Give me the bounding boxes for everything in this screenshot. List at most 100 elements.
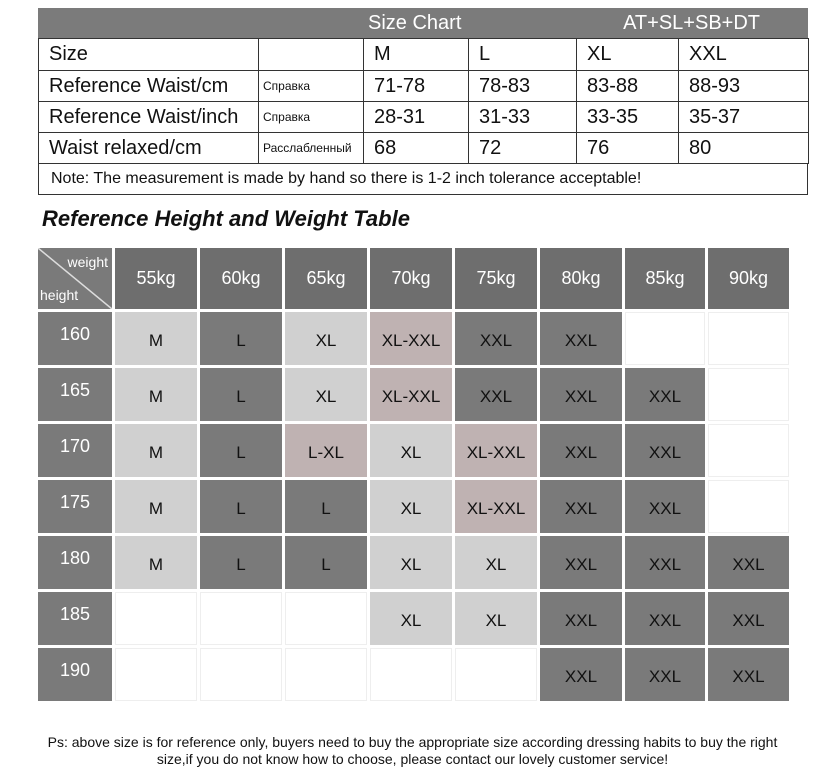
size-cell: XXL bbox=[540, 536, 622, 589]
weight-header: 80kg bbox=[540, 248, 622, 309]
empty-cell bbox=[455, 648, 537, 701]
size-cell: XL bbox=[455, 592, 537, 645]
size-cell: XXL bbox=[625, 424, 705, 477]
empty-cell bbox=[200, 592, 282, 645]
measure-cell: 76 bbox=[576, 132, 679, 164]
size-header: XXL bbox=[678, 38, 809, 71]
corner-bottom: height bbox=[40, 287, 79, 303]
row-label: Waist relaxed/cm bbox=[38, 132, 259, 164]
size-cell: XXL bbox=[625, 648, 705, 701]
empty-cell bbox=[708, 368, 789, 421]
empty-cell bbox=[285, 648, 367, 701]
empty-cell bbox=[115, 648, 197, 701]
weight-header: 75kg bbox=[455, 248, 537, 309]
size-cell: XXL bbox=[625, 592, 705, 645]
empty-cell bbox=[625, 312, 705, 365]
size-cell: XXL bbox=[540, 480, 622, 533]
height-cell: 190 bbox=[38, 648, 112, 701]
size-cell: XL-XXL bbox=[455, 480, 537, 533]
size-cell: XXL bbox=[540, 312, 622, 365]
size-cell: XXL bbox=[708, 536, 789, 589]
weight-header: 55kg bbox=[115, 248, 197, 309]
empty-cell bbox=[708, 424, 789, 477]
weight-header: 60kg bbox=[200, 248, 282, 309]
empty-cell bbox=[370, 648, 452, 701]
size-cell: XL-XXL bbox=[370, 368, 452, 421]
height-cell: 160 bbox=[38, 312, 112, 365]
size-header: XL bbox=[576, 38, 679, 71]
size-cell: M bbox=[115, 480, 197, 533]
weight-header: 70kg bbox=[370, 248, 452, 309]
size-cell: XL bbox=[285, 368, 367, 421]
size-cell: XXL bbox=[540, 424, 622, 477]
height-cell: 185 bbox=[38, 592, 112, 645]
measure-cell: 35-37 bbox=[678, 101, 809, 133]
size-chart-title-bar: Size Chart AT+SL+SB+DT bbox=[38, 8, 808, 38]
measure-cell: 28-31 bbox=[363, 101, 469, 133]
size-cell: XXL bbox=[540, 368, 622, 421]
size-cell: XL bbox=[370, 536, 452, 589]
measure-cell: 83-88 bbox=[576, 70, 679, 102]
row-note: Справка bbox=[258, 70, 364, 102]
empty-cell bbox=[285, 592, 367, 645]
footer-note: Ps: above size is for reference only, bu… bbox=[47, 734, 778, 767]
height-cell: 165 bbox=[38, 368, 112, 421]
corner-top: weight bbox=[67, 254, 108, 270]
size-cell: XL bbox=[370, 480, 452, 533]
corner-diagonal bbox=[38, 248, 112, 309]
size-cell: XXL bbox=[540, 648, 622, 701]
size-cell: L bbox=[200, 424, 282, 477]
corner-cell: weight height bbox=[38, 248, 112, 309]
size-cell: M bbox=[115, 424, 197, 477]
size-cell: XL bbox=[285, 312, 367, 365]
size-cell: XXL bbox=[540, 592, 622, 645]
size-label: Size bbox=[38, 38, 259, 71]
size-cell: M bbox=[115, 368, 197, 421]
size-cell: XXL bbox=[625, 368, 705, 421]
measure-cell: 31-33 bbox=[468, 101, 577, 133]
size-cell: L bbox=[200, 368, 282, 421]
row-label: Reference Waist/cm bbox=[38, 70, 259, 102]
weight-header: 90kg bbox=[708, 248, 789, 309]
height-cell: 170 bbox=[38, 424, 112, 477]
size-cell: XL bbox=[370, 424, 452, 477]
size-cell: XXL bbox=[625, 536, 705, 589]
size-cell: XXL bbox=[455, 312, 537, 365]
header-cell bbox=[258, 38, 364, 71]
size-chart-note: Note: The measurement is made by hand so… bbox=[38, 163, 808, 195]
empty-cell bbox=[115, 592, 197, 645]
row-note: Справка bbox=[258, 101, 364, 133]
size-cell: L bbox=[200, 480, 282, 533]
size-chart-title: Size Chart bbox=[368, 11, 462, 34]
size-cell: XXL bbox=[708, 648, 789, 701]
size-chart-code: AT+SL+SB+DT bbox=[623, 11, 760, 34]
measure-cell: 68 bbox=[363, 132, 469, 164]
size-cell: M bbox=[115, 312, 197, 365]
measure-cell: 80 bbox=[678, 132, 809, 164]
size-cell: XL bbox=[370, 592, 452, 645]
size-cell: XXL bbox=[625, 480, 705, 533]
measure-cell: 71-78 bbox=[363, 70, 469, 102]
size-cell: M bbox=[115, 536, 197, 589]
size-cell: L bbox=[200, 312, 282, 365]
measure-cell: 33-35 bbox=[576, 101, 679, 133]
reference-title: Reference Height and Weight Table bbox=[42, 206, 410, 231]
size-header: L bbox=[468, 38, 577, 71]
height-cell: 180 bbox=[38, 536, 112, 589]
row-label: Reference Waist/inch bbox=[38, 101, 259, 133]
measure-cell: 78-83 bbox=[468, 70, 577, 102]
size-cell: L bbox=[285, 536, 367, 589]
size-cell: L-XL bbox=[285, 424, 367, 477]
weight-header: 65kg bbox=[285, 248, 367, 309]
size-cell: XL-XXL bbox=[455, 424, 537, 477]
size-cell: XL-XXL bbox=[370, 312, 452, 365]
size-cell: L bbox=[285, 480, 367, 533]
empty-cell bbox=[708, 480, 789, 533]
size-header: M bbox=[363, 38, 469, 71]
size-cell: XL bbox=[455, 536, 537, 589]
size-cell: L bbox=[200, 536, 282, 589]
size-cell: XXL bbox=[455, 368, 537, 421]
empty-cell bbox=[200, 648, 282, 701]
row-note: Расслабленный bbox=[258, 132, 364, 164]
